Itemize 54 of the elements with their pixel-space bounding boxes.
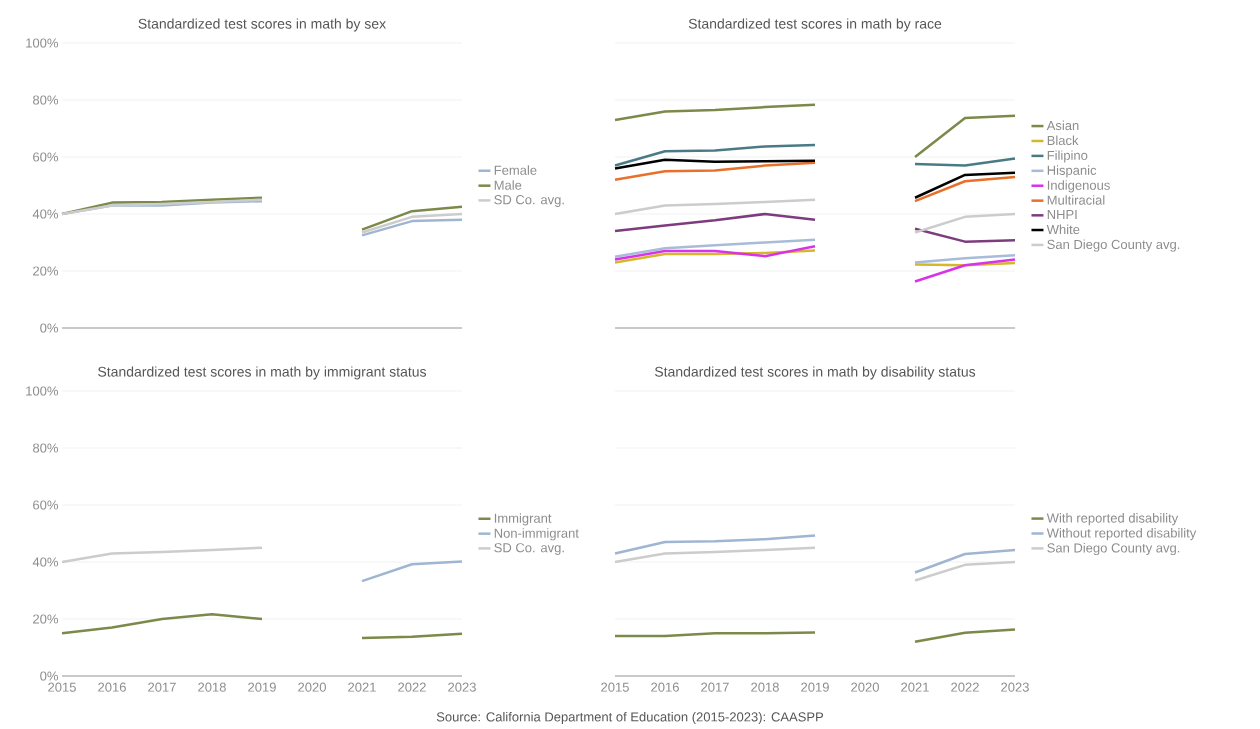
x-tick-label: 2018 <box>751 682 779 692</box>
x-tick-label: 2021 <box>348 682 376 692</box>
x-tick-label: 2021 <box>901 682 929 692</box>
y-tick-label: 80% <box>33 95 59 105</box>
legend-label: Black <box>1047 135 1079 146</box>
chart-title: Standardized test scores in math by immigrant status <box>98 366 427 380</box>
y-tick-label: 80% <box>33 443 59 453</box>
x-tick-label: 2019 <box>248 682 276 692</box>
legend-label: SD Co. avg. <box>494 195 564 207</box>
y-tick-label: 0% <box>40 671 59 681</box>
x-tick-label: 2017 <box>148 682 176 692</box>
y-tick-label: 20% <box>33 614 59 624</box>
source-note: Source: California Department of Education (2015-2023): CAASPP <box>436 711 824 725</box>
legend-label: Female <box>494 165 537 175</box>
legend-label: Filipino <box>1047 150 1088 163</box>
y-tick-label: 20% <box>33 266 59 276</box>
legend-label: Indigenous <box>1047 180 1110 193</box>
x-tick-label: 2022 <box>398 682 426 692</box>
x-tick-label: 2015 <box>48 682 76 692</box>
legend-label: Asian <box>1046 120 1079 131</box>
x-tick-label: 2019 <box>801 682 829 692</box>
y-tick-label: 60% <box>33 500 59 510</box>
legend-label: Immigrant <box>494 513 552 526</box>
legend-label: White <box>1046 224 1080 235</box>
chart-title: Standardized test scores in math by disability status <box>654 366 976 380</box>
x-tick-label: 2015 <box>601 682 629 692</box>
legend-label: Male <box>494 180 522 190</box>
legend-label: SD Co. avg. <box>494 543 564 555</box>
legend-label: Without reported disability <box>1046 528 1197 541</box>
y-tick-label: 0% <box>40 323 59 333</box>
y-tick-label: 100% <box>26 386 59 396</box>
x-tick-label: 2016 <box>98 682 126 692</box>
legend-label: NHPI <box>1047 210 1077 220</box>
x-tick-label: 2016 <box>651 682 679 692</box>
x-tick-label: 2018 <box>198 682 226 692</box>
legend-label: Non-immigrant <box>494 528 579 541</box>
y-tick-label: 60% <box>33 152 59 162</box>
y-tick-label: 40% <box>32 557 59 567</box>
legend-label: Hispanic <box>1047 165 1097 178</box>
chart-title: Standardized test scores in math by race <box>688 18 942 32</box>
legend-label: Multiracial <box>1047 195 1105 205</box>
y-tick-label: 100% <box>26 38 59 48</box>
y-tick-label: 40% <box>32 209 59 219</box>
x-tick-label: 2017 <box>701 682 729 692</box>
x-tick-label: 2020 <box>851 682 879 692</box>
legend-label: San Diego County avg. <box>1047 542 1180 556</box>
legend-label: With reported disability <box>1046 513 1179 526</box>
chart-title: Standardized test scores in math by sex <box>138 18 386 32</box>
line-series <box>60 546 264 564</box>
x-tick-label: 2022 <box>951 682 979 692</box>
x-tick-label: 2023 <box>1001 682 1029 692</box>
legend-label: San Diego County avg. <box>1047 239 1180 252</box>
x-tick-label: 2020 <box>298 682 326 692</box>
x-tick-label: 2023 <box>448 682 476 692</box>
